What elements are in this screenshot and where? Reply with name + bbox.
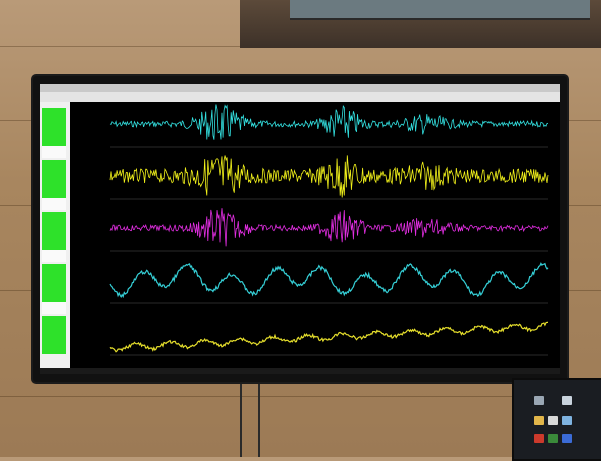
- desktop-icon: [534, 396, 544, 405]
- waveform-plot-area: [70, 102, 560, 370]
- waveform-traces: [109, 104, 549, 356]
- window-titlebar: [40, 84, 560, 92]
- status-gap: [42, 146, 66, 158]
- monitor-cable: [240, 384, 242, 457]
- status-gap: [42, 250, 66, 262]
- channel-status-indicator: [42, 264, 66, 302]
- channel-waveform: [109, 104, 549, 140]
- desktop-icon: [534, 416, 544, 425]
- channel-status-indicator: [42, 212, 66, 250]
- desktop-icon: [548, 434, 558, 443]
- wall-window: [290, 0, 590, 20]
- status-gap: [42, 302, 66, 314]
- wall-plank-line: [0, 396, 601, 397]
- channel-status-indicator: [42, 108, 66, 146]
- window-menubar: [40, 92, 560, 102]
- desktop-icon: [562, 434, 572, 443]
- desktop-icon: [562, 396, 572, 405]
- channel-waveform: [109, 321, 549, 353]
- channel-waveform: [109, 208, 549, 247]
- channel-status-indicator: [42, 316, 66, 354]
- channel-waveform: [109, 262, 549, 299]
- monitor-cable: [258, 384, 260, 457]
- desktop-icon: [562, 416, 572, 425]
- channel-status-indicator: [42, 160, 66, 198]
- monitor-screen: [40, 84, 560, 374]
- channel-status-panel: [40, 102, 70, 372]
- secondary-monitor: [512, 378, 601, 461]
- channel-waveform: [109, 155, 549, 198]
- desktop-icon: [548, 416, 558, 425]
- status-gap: [42, 198, 66, 210]
- tv-monitor: [33, 76, 567, 382]
- window-statusbar: [40, 368, 560, 374]
- desktop-icon: [534, 434, 544, 443]
